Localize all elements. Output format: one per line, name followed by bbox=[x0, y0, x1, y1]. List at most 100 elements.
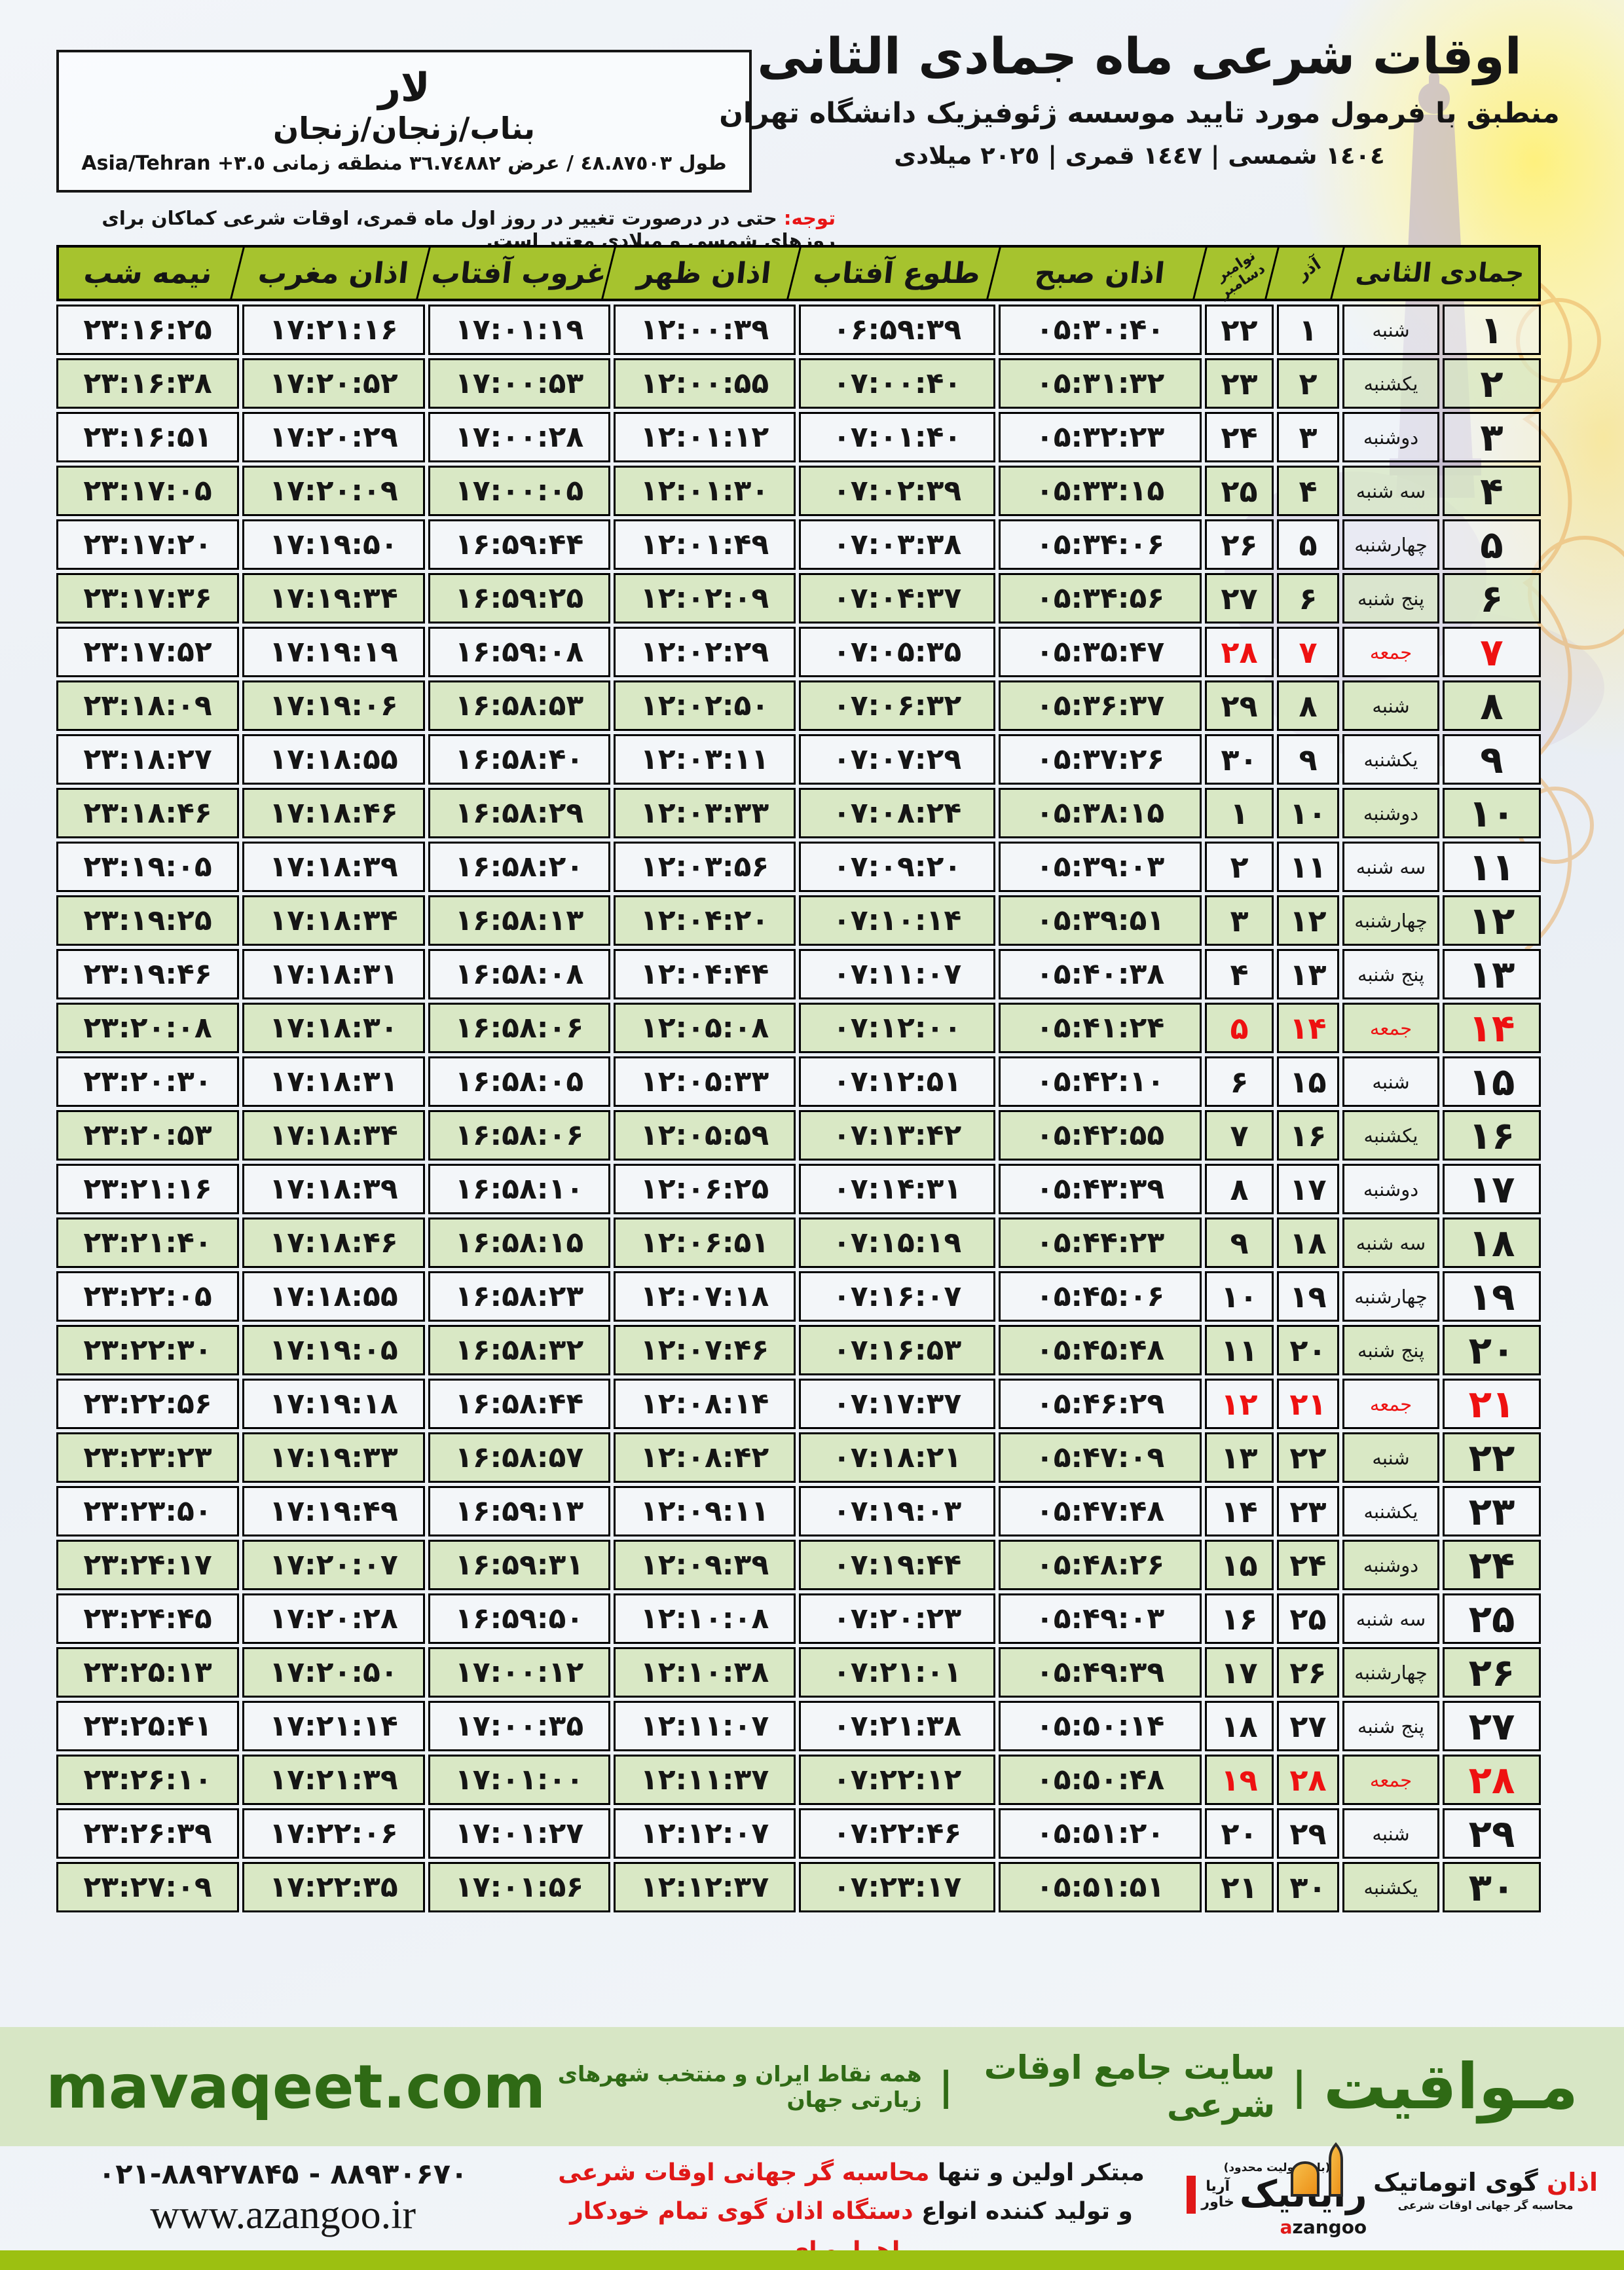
day-number-cell: ۸ bbox=[1443, 680, 1541, 731]
maghrib-cell: ۱۷:۲۰:۲۸ bbox=[242, 1593, 425, 1644]
sunrise-cell: ۰۶:۵۹:۳۹ bbox=[799, 305, 995, 355]
noon-cell: ۱۲:۰۰:۵۵ bbox=[614, 358, 796, 409]
day-number-cell: ۳۰ bbox=[1443, 1862, 1541, 1912]
noon-cell: ۱۲:۰۳:۵۶ bbox=[614, 842, 796, 892]
fajr-cell: ۰۵:۵۰:۱۴ bbox=[999, 1701, 1202, 1751]
fajr-cell: ۰۵:۴۵:۴۸ bbox=[999, 1325, 1202, 1375]
gregorian-day-cell: ۲۷ bbox=[1205, 573, 1274, 623]
day-number-cell: ۹ bbox=[1443, 734, 1541, 785]
header-fajr: اذان صبح bbox=[1033, 256, 1167, 290]
azar-day-cell: ۱۸ bbox=[1277, 1218, 1339, 1268]
timezone-text: Asia/Tehran +٣.٥ bbox=[81, 152, 266, 176]
maghrib-cell: ۱۷:۱۸:۵۵ bbox=[242, 1271, 425, 1322]
gregorian-day-cell: ۲۹ bbox=[1205, 680, 1274, 731]
sunrise-cell: ۰۷:۰۳:۳۸ bbox=[799, 519, 995, 570]
azar-day-cell: ۱۱ bbox=[1277, 842, 1339, 892]
gregorian-day-cell: ۲۳ bbox=[1205, 358, 1274, 409]
table-row: ۲۵ سه شنبه ۲۵ ۱۶ ۰۵:۴۹:۰۳ ۰۷:۲۰:۲۳ ۱۲:۱۰… bbox=[56, 1593, 1541, 1644]
weekday-cell: جمعه bbox=[1342, 1379, 1439, 1429]
fajr-cell: ۰۵:۴۳:۳۹ bbox=[999, 1164, 1202, 1214]
table-row: ۶ پنج شنبه ۶ ۲۷ ۰۵:۳۴:۵۶ ۰۷:۰۴:۳۷ ۱۲:۰۲:… bbox=[56, 573, 1541, 623]
azar-day-cell: ۴ bbox=[1277, 466, 1339, 516]
weekday-cell: یکشنبه bbox=[1342, 1110, 1439, 1161]
weekday-cell: شنبه bbox=[1342, 1808, 1439, 1859]
table-row: ۱۷ دوشنبه ۱۷ ۸ ۰۵:۴۳:۳۹ ۰۷:۱۴:۳۱ ۱۲:۰۶:۲… bbox=[56, 1164, 1541, 1214]
sunset-cell: ۱۶:۵۹:۴۴ bbox=[428, 519, 610, 570]
weekday-cell: سه شنبه bbox=[1342, 1593, 1439, 1644]
table-row: ۱۵ شنبه ۱۵ ۶ ۰۵:۴۲:۱۰ ۰۷:۱۲:۵۱ ۱۲:۰۵:۳۳ … bbox=[56, 1056, 1541, 1107]
maghrib-cell: ۱۷:۲۲:۰۶ bbox=[242, 1808, 425, 1859]
noon-cell: ۱۲:۰۱:۱۲ bbox=[614, 412, 796, 462]
sunset-cell: ۱۶:۵۸:۰۶ bbox=[428, 1003, 610, 1053]
table-row: ۳۰ یکشنبه ۳۰ ۲۱ ۰۵:۵۱:۵۱ ۰۷:۲۳:۱۷ ۱۲:۱۲:… bbox=[56, 1862, 1541, 1912]
azangoo-wordmark: azangoo bbox=[1280, 2216, 1367, 2238]
sunrise-cell: ۰۷:۱۷:۳۷ bbox=[799, 1379, 995, 1429]
maghrib-cell: ۱۷:۱۸:۴۶ bbox=[242, 788, 425, 838]
maghrib-cell: ۱۷:۲۰:۰۷ bbox=[242, 1540, 425, 1590]
sunrise-cell: ۰۷:۰۷:۲۹ bbox=[799, 734, 995, 785]
fajr-cell: ۰۵:۵۱:۲۰ bbox=[999, 1808, 1202, 1859]
table-row: ۹ یکشنبه ۹ ۳۰ ۰۵:۳۷:۲۶ ۰۷:۰۷:۲۹ ۱۲:۰۳:۱۱… bbox=[56, 734, 1541, 785]
midnight-cell: ۲۳:۲۶:۱۰ bbox=[56, 1755, 239, 1805]
sunrise-cell: ۰۷:۱۵:۱۹ bbox=[799, 1218, 995, 1268]
azar-day-cell: ۲۹ bbox=[1277, 1808, 1339, 1859]
azar-day-cell: ۲۴ bbox=[1277, 1540, 1339, 1590]
sunset-cell: ۱۶:۵۹:۵۰ bbox=[428, 1593, 610, 1644]
noon-cell: ۱۲:۰۹:۱۱ bbox=[614, 1486, 796, 1536]
gregorian-day-cell: ۶ bbox=[1205, 1056, 1274, 1107]
weekday-cell: دوشنبه bbox=[1342, 788, 1439, 838]
sunrise-cell: ۰۷:۰۱:۴۰ bbox=[799, 412, 995, 462]
sunrise-cell: ۰۷:۲۰:۲۳ bbox=[799, 1593, 995, 1644]
day-number-cell: ۲۴ bbox=[1443, 1540, 1541, 1590]
maghrib-cell: ۱۷:۱۹:۳۳ bbox=[242, 1432, 425, 1483]
sunset-cell: ۱۷:۰۰:۱۲ bbox=[428, 1647, 610, 1698]
maghrib-cell: ۱۷:۲۰:۵۲ bbox=[242, 358, 425, 409]
noon-cell: ۱۲:۰۴:۲۰ bbox=[614, 895, 796, 946]
sunrise-cell: ۰۷:۰۸:۲۴ bbox=[799, 788, 995, 838]
fajr-cell: ۰۵:۳۹:۵۱ bbox=[999, 895, 1202, 946]
maghrib-cell: ۱۷:۱۸:۴۶ bbox=[242, 1218, 425, 1268]
sunset-cell: ۱۶:۵۸:۲۹ bbox=[428, 788, 610, 838]
noon-cell: ۱۲:۰۱:۴۹ bbox=[614, 519, 796, 570]
maghrib-cell: ۱۷:۲۰:۲۹ bbox=[242, 412, 425, 462]
gregorian-day-cell: ۲۲ bbox=[1205, 305, 1274, 355]
weekday-cell: دوشنبه bbox=[1342, 1164, 1439, 1214]
maghrib-cell: ۱۷:۱۹:۰۶ bbox=[242, 680, 425, 731]
noon-cell: ۱۲:۱۲:۰۷ bbox=[614, 1808, 796, 1859]
day-number-cell: ۲۲ bbox=[1443, 1432, 1541, 1483]
gregorian-day-cell: ۲ bbox=[1205, 842, 1274, 892]
azar-day-cell: ۲۸ bbox=[1277, 1755, 1339, 1805]
azar-day-cell: ۱۳ bbox=[1277, 949, 1339, 999]
maghrib-cell: ۱۷:۱۸:۵۵ bbox=[242, 734, 425, 785]
gregorian-day-cell: ۲۶ bbox=[1205, 519, 1274, 570]
table-row: ۲۲ شنبه ۲۲ ۱۳ ۰۵:۴۷:۰۹ ۰۷:۱۸:۲۱ ۱۲:۰۸:۴۲… bbox=[56, 1432, 1541, 1483]
day-number-cell: ۷ bbox=[1443, 627, 1541, 677]
fajr-cell: ۰۵:۳۱:۳۲ bbox=[999, 358, 1202, 409]
azar-day-cell: ۱۲ bbox=[1277, 895, 1339, 946]
table-row: ۱ شنبه ۱ ۲۲ ۰۵:۳۰:۴۰ ۰۶:۵۹:۳۹ ۱۲:۰۰:۳۹ ۱… bbox=[56, 305, 1541, 355]
sunset-cell: ۱۶:۵۸:۳۲ bbox=[428, 1325, 610, 1375]
weekday-cell: چهارشنبه bbox=[1342, 519, 1439, 570]
midnight-cell: ۲۳:۱۷:۲۰ bbox=[56, 519, 239, 570]
sunrise-cell: ۰۷:۱۹:۰۳ bbox=[799, 1486, 995, 1536]
table-row: ۳ دوشنبه ۳ ۲۴ ۰۵:۳۲:۲۳ ۰۷:۰۱:۴۰ ۱۲:۰۱:۱۲… bbox=[56, 412, 1541, 462]
coordinates-line: طول ٤٨.٨٧٥٠٣ / عرض ٣٦.٧٤٨٨٢ منطقه زمانی … bbox=[81, 152, 726, 175]
header-midnight: نیمه شب bbox=[82, 256, 214, 290]
table-row: ۸ شنبه ۸ ۲۹ ۰۵:۳۶:۳۷ ۰۷:۰۶:۳۲ ۱۲:۰۲:۵۰ ۱… bbox=[56, 680, 1541, 731]
dome-icon bbox=[1290, 2142, 1343, 2197]
noon-cell: ۱۲:۰۵:۵۹ bbox=[614, 1110, 796, 1161]
table-row: ۴ سه شنبه ۴ ۲۵ ۰۵:۳۳:۱۵ ۰۷:۰۲:۳۹ ۱۲:۰۱:۳… bbox=[56, 466, 1541, 516]
azar-day-cell: ۱۶ bbox=[1277, 1110, 1339, 1161]
gregorian-day-cell: ۲۸ bbox=[1205, 627, 1274, 677]
table-row: ۷ جمعه ۷ ۲۸ ۰۵:۳۵:۴۷ ۰۷:۰۵:۳۵ ۱۲:۰۲:۲۹ ۱… bbox=[56, 627, 1541, 677]
azar-day-cell: ۹ bbox=[1277, 734, 1339, 785]
table-body: ۱ شنبه ۱ ۲۲ ۰۵:۳۰:۴۰ ۰۶:۵۹:۳۹ ۱۲:۰۰:۳۹ ۱… bbox=[56, 305, 1541, 1912]
mavaqeet-url: mavaqeet.com bbox=[46, 2051, 546, 2122]
weekday-cell: سه شنبه bbox=[1342, 1218, 1439, 1268]
table-row: ۲۹ شنبه ۲۹ ۲۰ ۰۵:۵۱:۲۰ ۰۷:۲۲:۴۶ ۱۲:۱۲:۰۷… bbox=[56, 1808, 1541, 1859]
footer-line-1: مبتکر اولین و تنها محاسبه گر جهانی اوقات… bbox=[524, 2153, 1179, 2192]
day-number-cell: ۲۰ bbox=[1443, 1325, 1541, 1375]
midnight-cell: ۲۳:۲۰:۳۰ bbox=[56, 1056, 239, 1107]
weekday-cell: یکشنبه bbox=[1342, 734, 1439, 785]
sunset-cell: ۱۷:۰۱:۵۶ bbox=[428, 1862, 610, 1912]
